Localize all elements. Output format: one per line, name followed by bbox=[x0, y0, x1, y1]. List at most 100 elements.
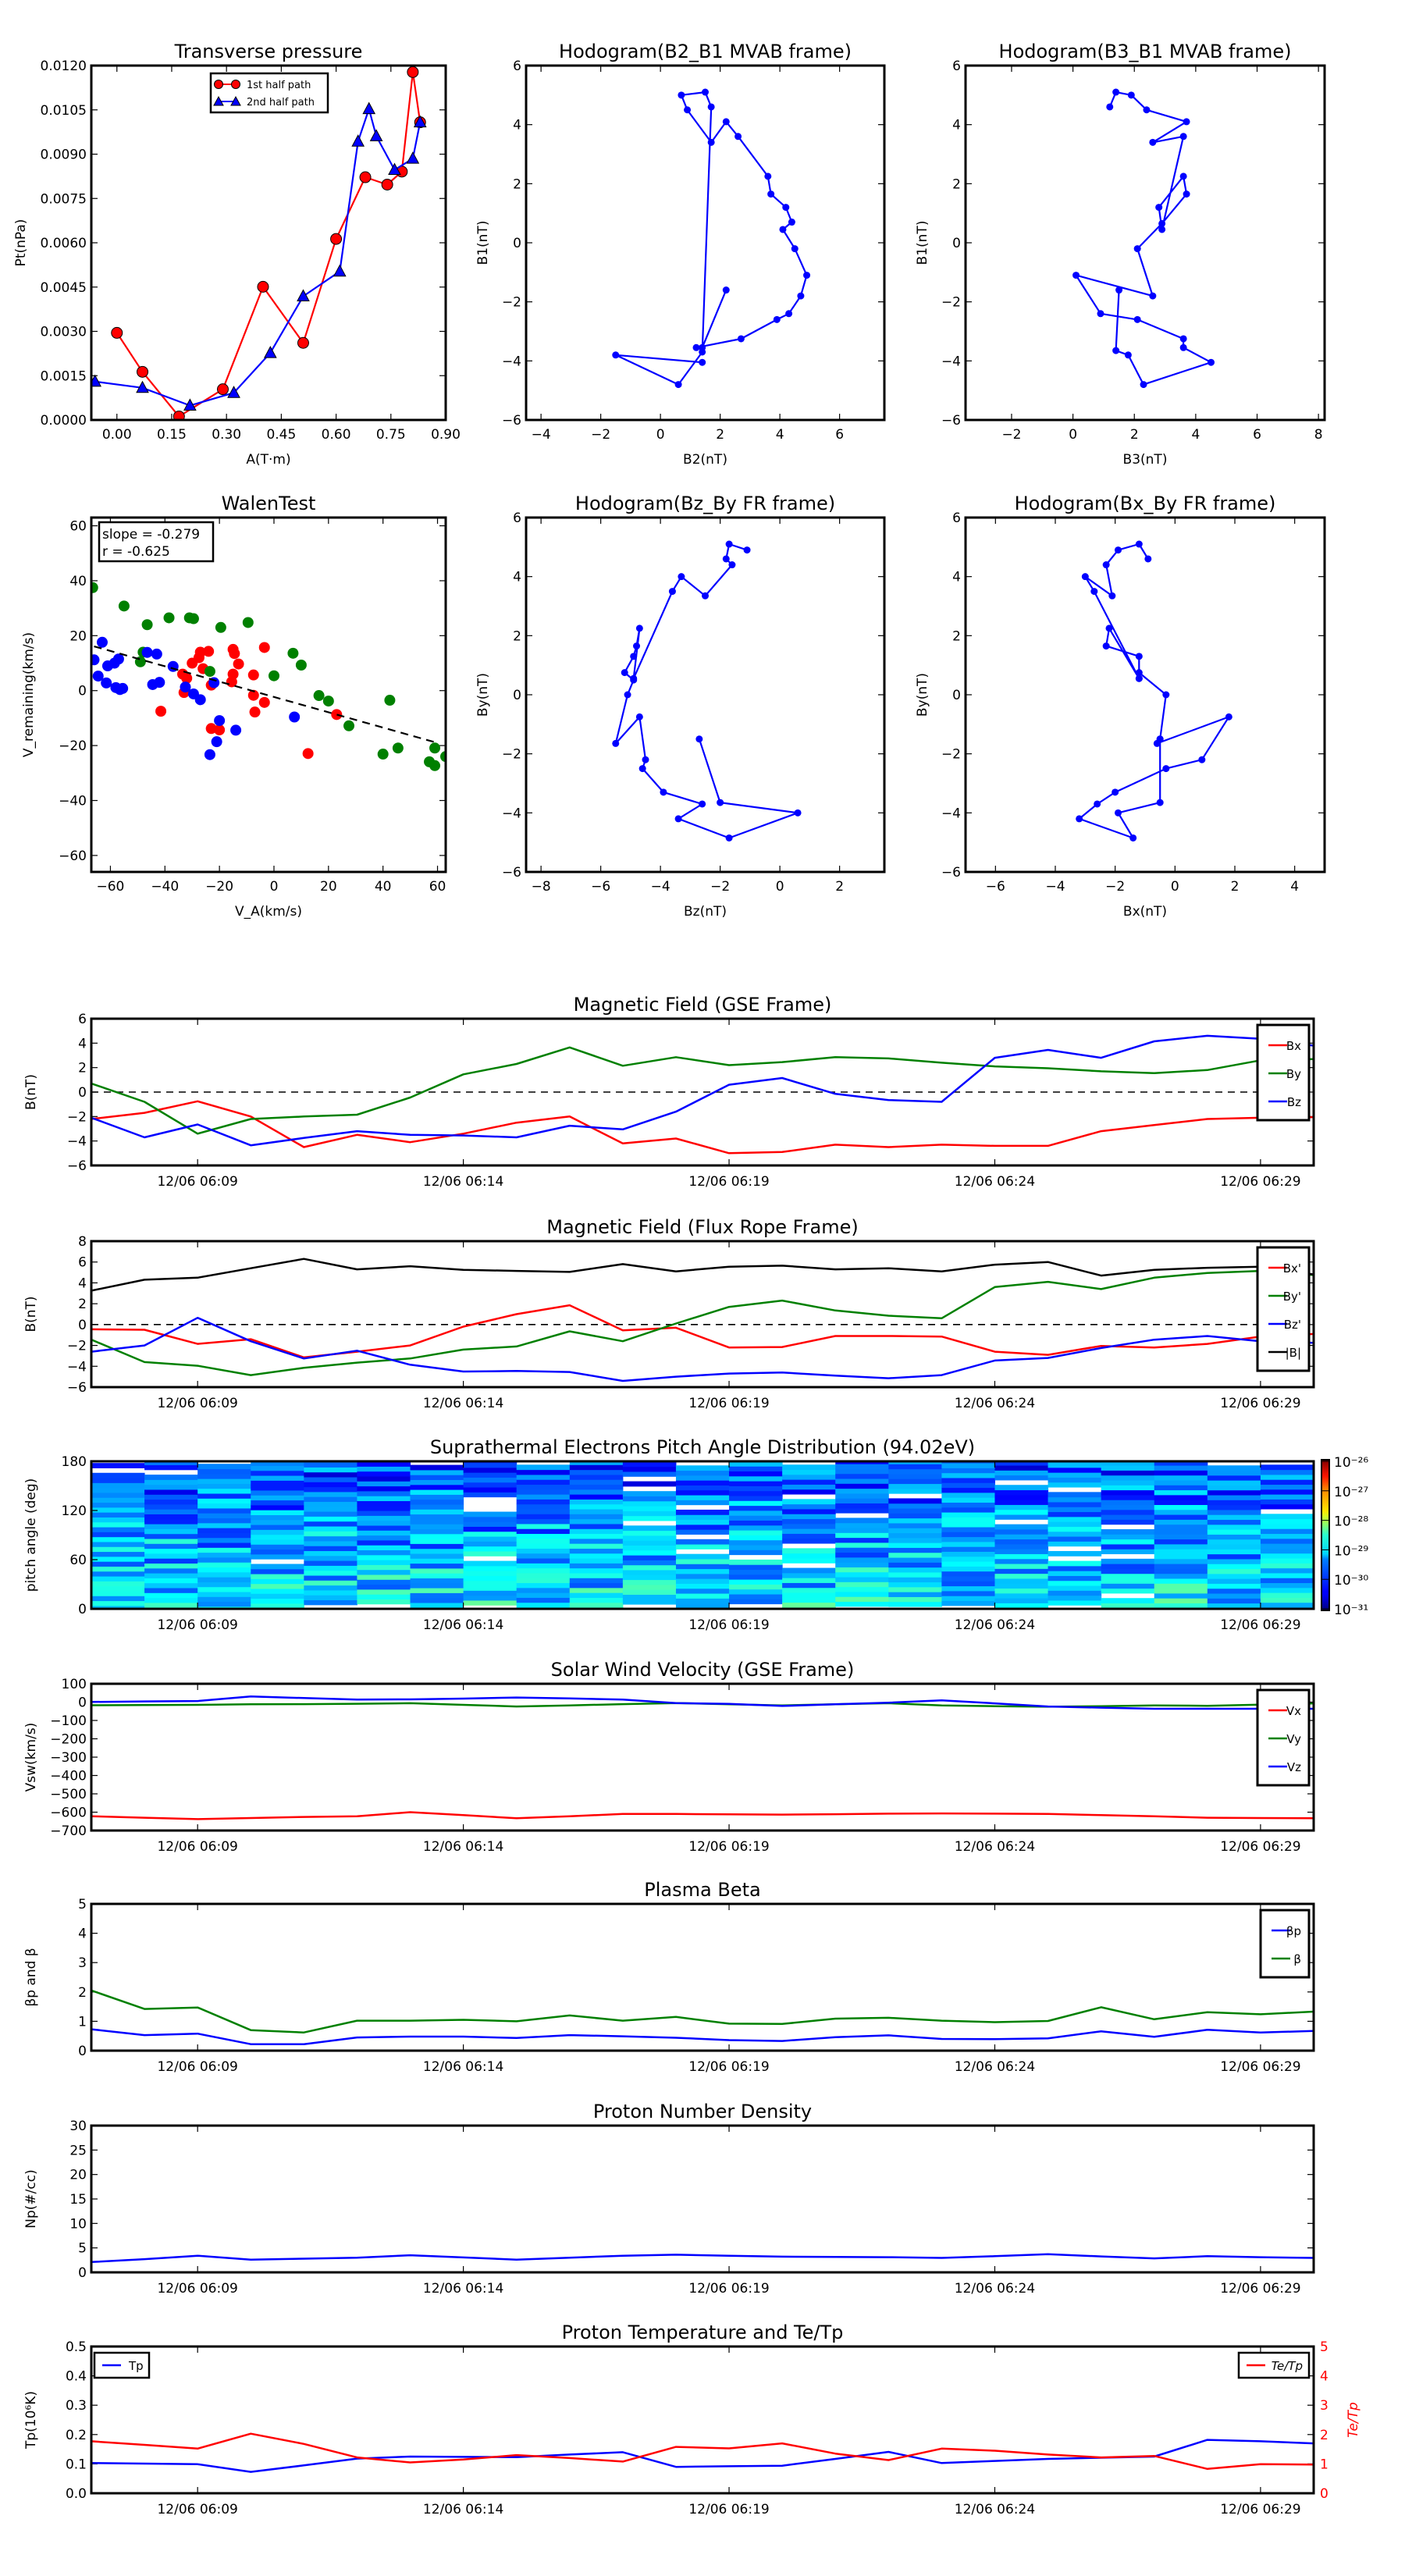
transverse_pressure-ytick-label: 0.0105 bbox=[41, 103, 87, 119]
heatmap-cell bbox=[941, 1551, 995, 1557]
heatmap-cell bbox=[516, 1602, 571, 1608]
heatmap-cell bbox=[994, 1509, 1049, 1515]
heatmap-cell bbox=[1207, 1558, 1261, 1564]
heatmap-cell bbox=[516, 1509, 571, 1514]
heatmap-cell bbox=[1048, 1580, 1102, 1586]
hodo_b3_b1-ytick-label: −4 bbox=[941, 354, 961, 369]
heatmap-cell bbox=[197, 1586, 251, 1592]
heatmap-cell bbox=[782, 1518, 836, 1525]
heatmap-cell bbox=[357, 1594, 411, 1600]
heatmap-cell bbox=[463, 1580, 518, 1586]
hodogram-point bbox=[1208, 358, 1215, 366]
heatmap-cell bbox=[622, 1564, 677, 1571]
heatmap-cell bbox=[91, 1596, 145, 1602]
heatmap-cell bbox=[463, 1492, 518, 1498]
hodogram-point bbox=[797, 292, 805, 300]
hodo_b2_b1-xtick-label: 6 bbox=[835, 427, 844, 443]
heatmap-cell bbox=[622, 1594, 677, 1600]
heatmap-cell bbox=[569, 1592, 624, 1598]
hodogram-point bbox=[1158, 226, 1166, 233]
hodo_bx_by-ytick-label: 6 bbox=[952, 511, 961, 526]
hodo_b3_b1-xtick-label: 4 bbox=[1191, 427, 1200, 443]
heatmap-cell bbox=[675, 1603, 730, 1609]
heatmap-cell bbox=[835, 1571, 889, 1578]
heatmap-cell bbox=[91, 1527, 145, 1532]
heatmap-cell bbox=[941, 1532, 995, 1538]
heatmap-cell bbox=[251, 1475, 304, 1481]
heatmap-cell bbox=[675, 1495, 730, 1500]
heatmap-cell bbox=[91, 1482, 145, 1489]
heatmap-cell bbox=[1101, 1470, 1155, 1476]
pitch_angle-title: Suprathermal Electrons Pitch Angle Distr… bbox=[430, 1436, 975, 1458]
heatmap-cell bbox=[941, 1561, 995, 1567]
hodogram-point bbox=[1112, 347, 1120, 354]
mag_fr-title: Magnetic Field (Flux Rope Frame) bbox=[546, 1216, 858, 1238]
heatmap-cell bbox=[1207, 1539, 1261, 1545]
hodogram-point bbox=[1115, 809, 1122, 817]
heatmap-cell bbox=[782, 1548, 836, 1554]
walen_test-xtick-label: −60 bbox=[97, 879, 125, 895]
heatmap-cell bbox=[357, 1485, 411, 1492]
heatmap-cell bbox=[729, 1490, 783, 1496]
heatmap-cell bbox=[357, 1535, 411, 1541]
heatmap-cell bbox=[1207, 1553, 1261, 1560]
scatter-point-x-component bbox=[214, 724, 226, 736]
hodo_bz_by-xlabel: Bz(nT) bbox=[684, 904, 727, 920]
hodo_b2_b1-xtick-label: −2 bbox=[591, 427, 610, 443]
heatmap-cell bbox=[144, 1475, 198, 1480]
heatmap-cell bbox=[675, 1519, 730, 1525]
hodo_bx_by-ytick-label: 0 bbox=[952, 688, 961, 703]
plasma_beta-ytick-label: 3 bbox=[78, 1955, 87, 1971]
heatmap-cell bbox=[675, 1524, 730, 1530]
heatmap-cell bbox=[1101, 1504, 1155, 1510]
heatmap-cell bbox=[729, 1550, 783, 1556]
mag_fr-ytick-label: 6 bbox=[78, 1255, 87, 1271]
heatmap-cell bbox=[835, 1483, 889, 1489]
heatmap-cell bbox=[675, 1573, 730, 1579]
heatmap-cell bbox=[1207, 1598, 1261, 1604]
heatmap-cell bbox=[410, 1543, 464, 1550]
heatmap-cell bbox=[782, 1533, 836, 1539]
hodo_b3_b1-ytick-label: 0 bbox=[952, 236, 961, 251]
heatmap-cell bbox=[144, 1553, 198, 1559]
heatmap-cell bbox=[516, 1592, 571, 1598]
heatmap-cell bbox=[1207, 1524, 1261, 1530]
hodo_b2_b1-xtick-label: 4 bbox=[776, 427, 784, 443]
hodo_bz_by-xtick-label: −8 bbox=[532, 879, 551, 895]
data-point-circle bbox=[111, 326, 123, 339]
heatmap-cell bbox=[144, 1582, 198, 1589]
proton_density-xtick-label: 12/06 06:29 bbox=[1220, 2281, 1300, 2297]
proton_density-plot-frame bbox=[90, 2124, 1315, 2274]
heatmap-cell bbox=[197, 1468, 251, 1475]
scatter-point-z-component bbox=[91, 654, 100, 666]
heatmap-cell bbox=[569, 1587, 624, 1593]
heatmap-cell bbox=[1260, 1592, 1314, 1598]
hodo_bx_by-plot-frame bbox=[964, 516, 1326, 873]
heatmap-cell bbox=[410, 1563, 464, 1569]
hodogram-point bbox=[1102, 642, 1110, 650]
heatmap-cell bbox=[410, 1475, 464, 1481]
transverse_pressure-xlabel: A(T·m) bbox=[246, 452, 290, 468]
walen_test-ytick-label: 40 bbox=[69, 574, 87, 589]
heatmap-cell bbox=[675, 1553, 730, 1560]
hodogram-point bbox=[699, 358, 706, 366]
heatmap-cell bbox=[941, 1596, 995, 1601]
heatmap-cell bbox=[888, 1528, 942, 1534]
heatmap-cell bbox=[1260, 1514, 1314, 1520]
heatmap-cell bbox=[197, 1507, 251, 1514]
heatmap-cell bbox=[782, 1523, 836, 1529]
heatmap-cell bbox=[197, 1601, 251, 1607]
heatmap-cell bbox=[463, 1526, 518, 1532]
proton_temperature-ytick-label: 0.2 bbox=[66, 2428, 87, 2443]
hodogram-point bbox=[1135, 669, 1143, 677]
hodogram-point bbox=[722, 555, 730, 563]
hodo_bx_by-title: Hodogram(Bx_By FR frame) bbox=[1015, 493, 1276, 514]
y2tick-label: 5 bbox=[1320, 2339, 1329, 2355]
plasma_beta-plot-frame bbox=[90, 1902, 1315, 2052]
scatter-point-x-component bbox=[205, 723, 217, 735]
heatmap-cell bbox=[994, 1539, 1049, 1545]
heatmap-cell bbox=[410, 1533, 464, 1539]
heatmap-cell bbox=[410, 1588, 464, 1593]
heatmap-cell bbox=[941, 1512, 995, 1517]
hodogram-point bbox=[1135, 674, 1143, 682]
